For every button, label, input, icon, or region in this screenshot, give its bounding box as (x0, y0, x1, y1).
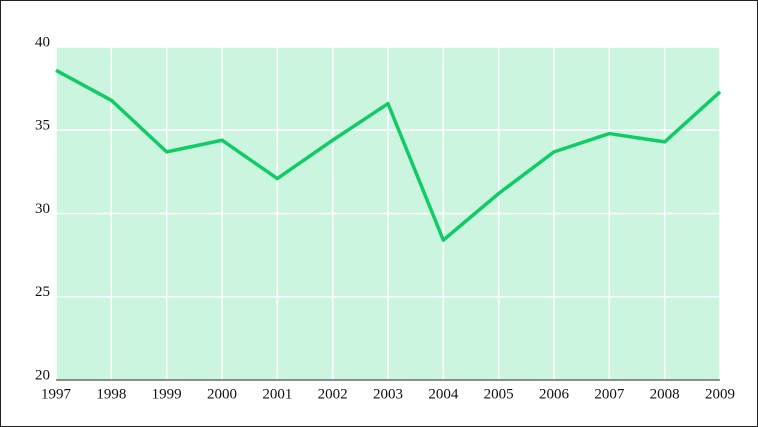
y-tick-label: 25 (35, 284, 50, 300)
x-tick-label: 2003 (373, 386, 403, 402)
x-tick-label: 1997 (41, 386, 72, 402)
data-line (55, 68, 722, 242)
x-tick-label: 2000 (207, 386, 237, 402)
x-tick-label: 2004 (428, 386, 459, 402)
x-tick-label: 2001 (262, 386, 292, 402)
x-tick-label: 2002 (318, 386, 348, 402)
y-tick-label: 20 (35, 367, 50, 383)
x-tick-label: 1999 (152, 386, 182, 402)
x-tick-label: 2009 (705, 386, 735, 402)
x-tick-label: 2005 (484, 386, 514, 402)
x-tick-label: 2008 (650, 386, 680, 402)
x-tick-label: 2006 (539, 386, 570, 402)
y-tick-label: 35 (35, 118, 50, 134)
y-tick-label: 30 (35, 201, 50, 217)
y-tick-label: 40 (35, 34, 50, 50)
x-tick-label: 1998 (96, 386, 126, 402)
x-tick-label: 2007 (594, 386, 625, 402)
